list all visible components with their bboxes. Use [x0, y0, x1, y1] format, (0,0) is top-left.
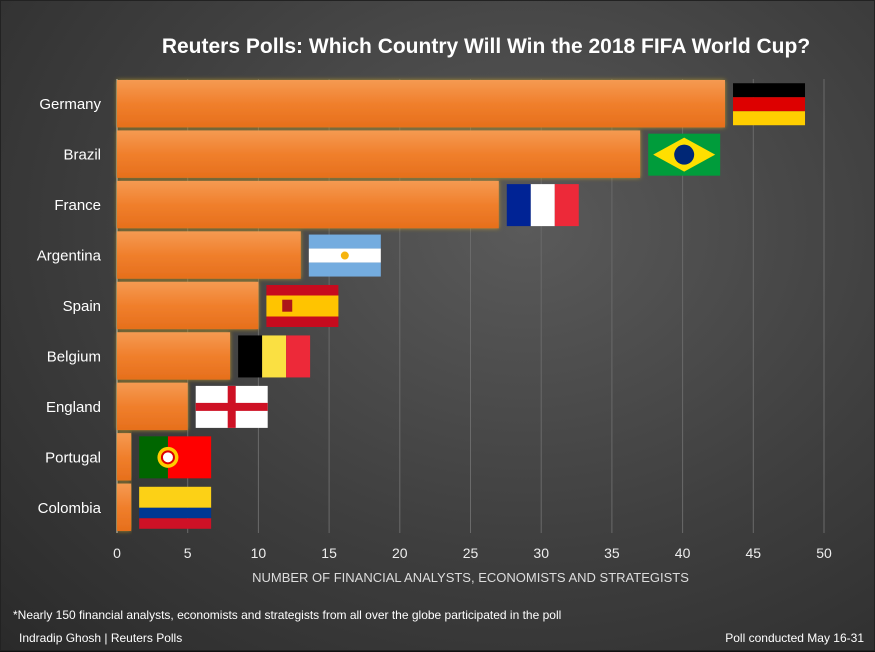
category-label: Argentina: [37, 248, 102, 265]
bar-portugal: [117, 433, 132, 481]
poll-date: Poll conducted May 16-31: [725, 631, 864, 645]
x-tick-label: 5: [184, 545, 192, 561]
brazil-flag-icon: [648, 133, 721, 176]
belgium-flag-icon: [238, 335, 311, 378]
x-tick-label: 25: [463, 545, 479, 561]
france-flag-icon: [506, 184, 579, 227]
footnote: *Nearly 150 financial analysts, economis…: [13, 608, 562, 622]
category-label: Portugal: [45, 449, 101, 466]
england-flag-icon: [195, 385, 268, 428]
bar-argentina: [117, 231, 301, 279]
bar-colombia: [117, 483, 132, 531]
x-tick-label: 45: [746, 545, 762, 561]
category-label: Brazil: [63, 147, 101, 164]
category-label: Colombia: [38, 500, 102, 517]
spain-flag-icon: [266, 285, 339, 327]
colombia-flag-icon: [139, 486, 212, 529]
portugal-flag-icon: [139, 436, 212, 479]
category-label: Belgium: [47, 348, 101, 365]
x-tick-label: 35: [604, 545, 620, 561]
x-tick-label: 30: [533, 545, 549, 561]
x-tick-label: 10: [251, 545, 267, 561]
x-tick-label: 50: [816, 545, 832, 561]
x-tick-label: 40: [675, 545, 691, 561]
category-label: England: [46, 399, 101, 416]
x-axis-label: NUMBER OF FINANCIAL ANALYSTS, ECONOMISTS…: [252, 570, 689, 585]
bar-belgium: [117, 332, 231, 380]
argentina-flag-icon: [308, 234, 381, 277]
bar-brazil: [117, 130, 641, 178]
category-label: France: [54, 197, 101, 214]
bar-france: [117, 180, 499, 229]
chart-title: Reuters Polls: Which Country Will Win th…: [161, 35, 811, 58]
x-tick-label: 20: [392, 545, 408, 561]
x-tick-label: 0: [113, 545, 121, 561]
category-label: Germany: [39, 96, 101, 113]
bar-germany: [117, 80, 726, 128]
x-tick-label: 15: [321, 545, 337, 561]
category-label: Spain: [63, 298, 101, 315]
bar-england: [117, 382, 188, 431]
germany-flag-icon: [733, 83, 806, 126]
bar-spain: [117, 281, 259, 330]
author-credit: Indradip Ghosh | Reuters Polls: [19, 631, 183, 645]
